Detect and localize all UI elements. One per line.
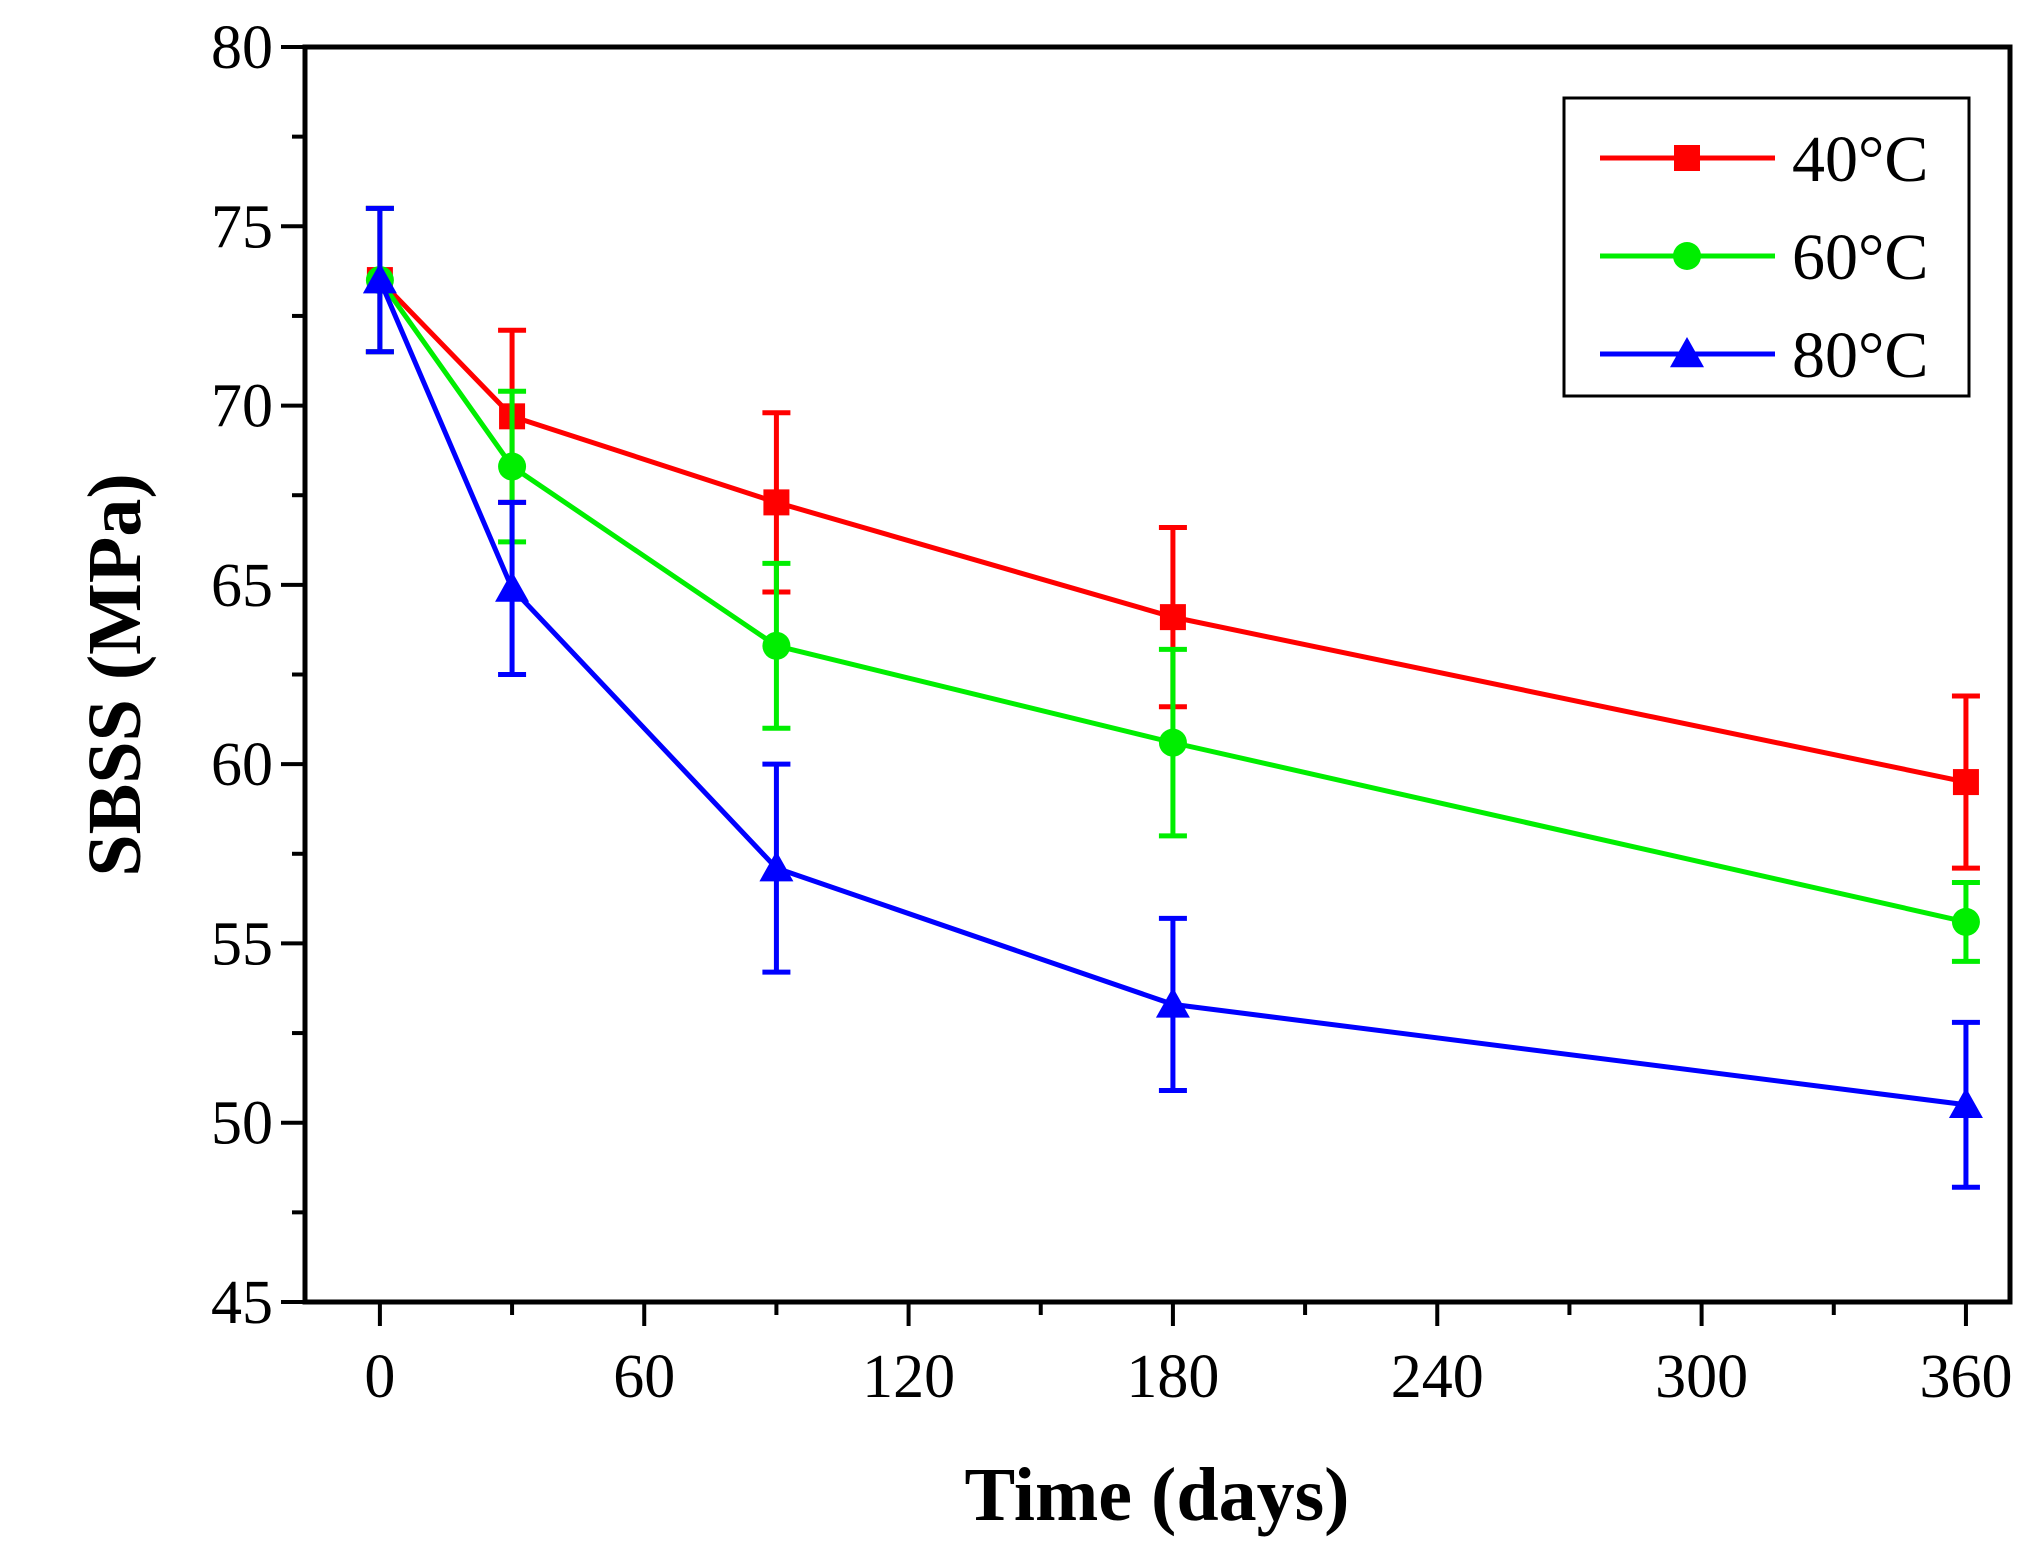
circle-marker <box>1158 728 1187 757</box>
x-axis-ticks: 0 60 120 180 240 300 360 <box>364 1302 2012 1411</box>
series-circle <box>365 205 1980 964</box>
circle-marker <box>762 631 791 660</box>
x-tick-label: 360 <box>1919 1343 2012 1411</box>
y-tick-label: 65 <box>211 552 273 620</box>
triangle-marker <box>495 571 530 602</box>
y-tick-label: 55 <box>211 910 273 978</box>
series-layer <box>362 205 1983 1190</box>
square-marker <box>763 489 790 516</box>
legend-label: 40°C <box>1792 123 1928 196</box>
y-axis-title: SBSS (MPa) <box>73 473 157 876</box>
y-tick-label: 75 <box>211 193 273 261</box>
x-tick-label: 0 <box>364 1343 395 1411</box>
x-tick-label: 180 <box>1126 1343 1219 1411</box>
y-tick-label: 70 <box>211 373 273 441</box>
y-tick-label: 60 <box>211 731 273 799</box>
triangle-marker <box>1155 987 1190 1018</box>
circle-marker <box>1673 242 1701 270</box>
series-triangle <box>362 205 1983 1190</box>
triangle-marker <box>759 851 794 882</box>
y-tick-label: 80 <box>211 14 273 82</box>
legend-label: 80°C <box>1792 319 1928 392</box>
legend-box <box>1562 96 1971 398</box>
x-tick-label: 300 <box>1655 1343 1748 1411</box>
circle-marker <box>1951 907 1980 936</box>
triangle-marker <box>1670 337 1704 368</box>
square-marker <box>1952 769 1979 796</box>
x-tick-label: 60 <box>613 1343 675 1411</box>
circle-marker <box>498 452 527 481</box>
y-tick-label: 50 <box>211 1090 273 1158</box>
legend: 40°C 60°C 80°C <box>1562 96 1971 398</box>
x-tick-label: 120 <box>862 1343 955 1411</box>
legend-label: 60°C <box>1792 221 1928 294</box>
triangle-marker <box>362 263 397 294</box>
triangle-marker <box>1948 1087 1983 1119</box>
square-marker <box>1159 604 1186 631</box>
x-tick-label: 240 <box>1391 1343 1484 1411</box>
x-axis-title: Time (days) <box>965 1453 1350 1537</box>
y-axis-ticks: 45 50 55 60 65 70 75 80 <box>211 14 305 1337</box>
y-tick-label: 45 <box>211 1269 273 1337</box>
square-marker <box>1674 145 1700 171</box>
